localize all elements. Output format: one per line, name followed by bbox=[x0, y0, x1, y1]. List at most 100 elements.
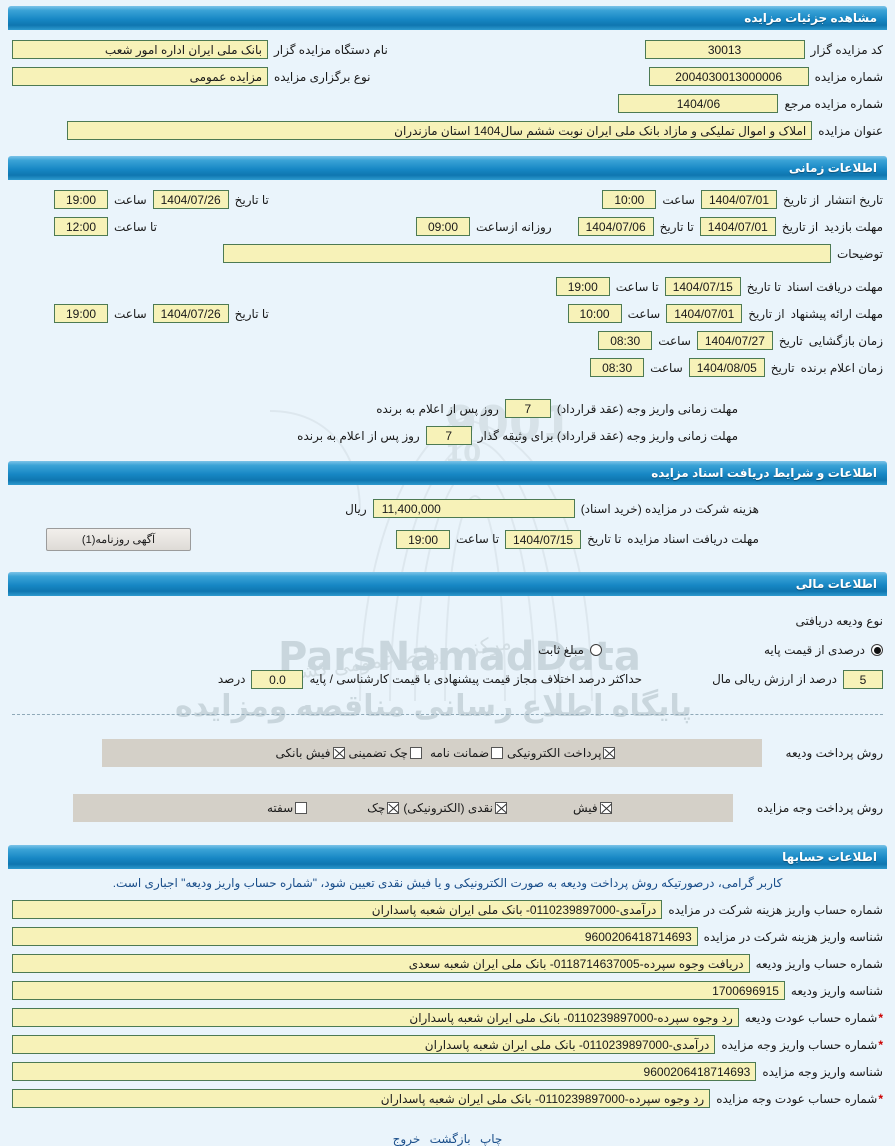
field-proposal-from-time[interactable]: 10:00 bbox=[567, 304, 622, 323]
row-percent-value: 5 درصد از ارزش ریالی مال حداکثر درصد اخت… bbox=[12, 664, 883, 694]
details-rows: کد مزایده گزار 30013 نام دستگاه مزایده گ… bbox=[0, 30, 895, 150]
field-winner-time[interactable]: 08:30 bbox=[590, 358, 645, 377]
option-promissory-note[interactable]: سفته bbox=[267, 801, 308, 815]
field-opening-time[interactable]: 08:30 bbox=[598, 331, 653, 350]
field-holding-type[interactable]: مزایده عمومی bbox=[12, 67, 268, 86]
field-publish-from-time[interactable]: 10:00 bbox=[602, 190, 657, 209]
row-payment-deadline-collateral: مهلت زمانی واریز وجه (عقد قرارداد) برای … bbox=[12, 422, 883, 449]
label-auction-code: کد مزایده گزار bbox=[810, 42, 883, 57]
option-bank-receipt[interactable]: فیش بانکی bbox=[276, 746, 345, 760]
checkbox-receipt[interactable] bbox=[599, 802, 612, 814]
option-electronic-payment[interactable]: پرداخت الکترونیکی bbox=[507, 746, 616, 760]
section-title-financial-info: اطلاعات مالی bbox=[795, 577, 877, 591]
label-currency: ریال bbox=[345, 501, 367, 516]
label-opening-time: زمان بازگشایی bbox=[808, 333, 883, 348]
back-link[interactable]: بازگشت bbox=[429, 1132, 471, 1146]
field-visit-to-time[interactable]: 12:00 bbox=[54, 217, 108, 236]
field-account-deposit[interactable]: دریافت وجوه سپرده-0118714637005- بانک مل… bbox=[12, 954, 750, 973]
field-account-auction-payment[interactable]: درآمدی-0110239897000- بانک ملی ایران شعب… bbox=[12, 1035, 716, 1054]
row-visit-deadline: مهلت بازدید از تاریخ 1404/07/01 تا تاریخ… bbox=[12, 213, 883, 240]
field-publish-to-time[interactable]: 19:00 bbox=[54, 190, 108, 209]
checkbox-guaranteed-check[interactable] bbox=[409, 747, 422, 759]
label-guarantee-letter: ضمانت نامه bbox=[429, 746, 490, 760]
field-auction-code[interactable]: 30013 bbox=[644, 40, 805, 59]
label-guaranteed-check: چک تضمینی bbox=[348, 746, 408, 760]
field-proposal-to-date[interactable]: 1404/07/26 bbox=[152, 304, 229, 323]
exit-link[interactable]: خروج bbox=[392, 1132, 421, 1146]
label-reference-number: شماره مزایده مرجع bbox=[784, 96, 883, 111]
checkbox-guarantee-letter[interactable] bbox=[491, 747, 504, 759]
field-publish-to-date[interactable]: 1404/07/26 bbox=[152, 190, 229, 209]
field-doc-receive-time[interactable]: 19:00 bbox=[555, 277, 610, 296]
option-receipt[interactable]: فیش bbox=[573, 801, 612, 815]
field-account-auction-return[interactable]: رد وجوه سپرده-0110239897000- بانک ملی ای… bbox=[12, 1089, 711, 1108]
field-docs-deadline-date[interactable]: 1404/07/15 bbox=[505, 529, 582, 549]
checkbox-check[interactable] bbox=[387, 802, 400, 814]
row-deposit-type: نوع ودیعه دریافتی bbox=[12, 606, 883, 636]
field-description[interactable] bbox=[222, 244, 831, 263]
checkbox-cash-electronic[interactable] bbox=[494, 802, 507, 814]
label-docs-deadline: مهلت دریافت اسناد مزایده bbox=[627, 532, 759, 546]
field-auction-number[interactable]: 2004030013000006 bbox=[648, 67, 809, 86]
field-visit-from-date[interactable]: 1404/07/01 bbox=[699, 217, 776, 236]
checkbox-electronic-payment[interactable] bbox=[603, 747, 616, 759]
financial-divider bbox=[12, 714, 883, 715]
field-payment-deadline-collateral-days[interactable]: 7 bbox=[425, 426, 472, 445]
field-percent-value[interactable]: 5 bbox=[843, 669, 883, 689]
field-proposal-to-time[interactable]: 19:00 bbox=[54, 304, 108, 323]
label-doc-receive-deadline: مهلت دریافت اسناد bbox=[786, 279, 883, 294]
label-auction-title: عنوان مزایده bbox=[818, 123, 883, 138]
field-winner-date[interactable]: 1404/08/05 bbox=[688, 358, 765, 377]
row-shenase-deposit: شناسه واریز ودیعه 1700696915 bbox=[12, 977, 883, 1004]
section-header-details: مشاهده جزئیات مزایده bbox=[8, 6, 887, 30]
label-holding-type: نوع برگزاری مزایده bbox=[274, 69, 371, 84]
label-account-auction-return: شماره حساب عودت وجه مزایده bbox=[716, 1092, 883, 1106]
label-publish-to: تا تاریخ bbox=[234, 192, 269, 207]
field-proposal-from-date[interactable]: 1404/07/01 bbox=[666, 304, 743, 323]
label-description: توضیحات bbox=[836, 246, 883, 261]
field-opening-date[interactable]: 1404/07/27 bbox=[696, 331, 773, 350]
radio-percent-of-base-price[interactable] bbox=[871, 644, 883, 656]
field-auction-title[interactable]: املاک و اموال تملیکی و مازاد بانک ملی ای… bbox=[67, 121, 813, 140]
field-reference-number[interactable]: 1404/06 bbox=[618, 94, 779, 113]
docs-info-rows: هزینه شرکت در مزایده (خرید اسناد) 11,400… bbox=[0, 485, 895, 566]
field-publish-from-date[interactable]: 1404/07/01 bbox=[700, 190, 777, 209]
option-guarantee-letter[interactable]: ضمانت نامه bbox=[429, 746, 504, 760]
field-max-price-diff[interactable]: 0.0 bbox=[251, 669, 304, 689]
accounts-rows: شماره حساب واریز هزینه شرکت در مزایده در… bbox=[0, 896, 895, 1112]
field-docs-deadline-time[interactable]: 19:00 bbox=[396, 529, 451, 549]
label-deposit-payment-method: روش پرداخت ودیعه bbox=[785, 746, 883, 760]
option-cash-electronic[interactable]: نقدی (الکترونیکی) bbox=[403, 801, 507, 815]
option-check[interactable]: چک bbox=[367, 801, 400, 815]
checkbox-bank-receipt[interactable] bbox=[332, 747, 345, 759]
field-doc-receive-date[interactable]: 1404/07/15 bbox=[664, 277, 741, 296]
label-auction-payment-method: روش پرداخت وجه مزایده bbox=[756, 801, 883, 815]
label-publish-date: تاریخ انتشار bbox=[825, 192, 883, 207]
label-doc-receive-to: تا تاریخ bbox=[746, 279, 781, 294]
field-account-participation-cost[interactable]: درآمدی-0110239897000- بانک ملی ایران شعب… bbox=[12, 900, 663, 919]
field-payment-deadline-days[interactable]: 7 bbox=[504, 399, 551, 418]
row-deposit-payment-method: روش پرداخت ودیعه پرداخت الکترونیکی ضمانت… bbox=[12, 733, 883, 773]
accounts-notice-text: کاربر گرامی، درصورتیکه روش پرداخت ودیعه … bbox=[112, 876, 783, 890]
row-auction-code: کد مزایده گزار 30013 نام دستگاه مزایده گ… bbox=[12, 36, 883, 63]
print-link[interactable]: چاپ bbox=[479, 1132, 503, 1146]
field-shenase-auction-payment[interactable]: 9600206418714693 bbox=[12, 1062, 757, 1081]
field-account-deposit-return[interactable]: رد وجوه سپرده-0110239897000- بانک ملی ای… bbox=[12, 1008, 739, 1027]
field-shenase-participation-cost[interactable]: 9600206418714693 bbox=[12, 927, 698, 946]
label-doc-receive-until: تا ساعت bbox=[615, 279, 659, 294]
auction-details-page: مشاهده جزئیات مزایده کد مزایده گزار 3001… bbox=[0, 6, 895, 1146]
label-cash-electronic: نقدی (الکترونیکی) bbox=[403, 801, 493, 815]
field-visit-from-time[interactable]: 09:00 bbox=[416, 217, 470, 236]
checkbox-promissory-note[interactable] bbox=[295, 802, 308, 814]
field-shenase-deposit[interactable]: 1700696915 bbox=[12, 981, 785, 1000]
label-auction-number: شماره مزایده bbox=[814, 69, 883, 84]
field-participation-cost[interactable]: 11,400,000 bbox=[372, 499, 575, 518]
newspaper-ad-button[interactable]: آگهی روزنامه(1) bbox=[46, 527, 191, 551]
field-auction-org[interactable]: بانک ملی ایران اداره امور شعب bbox=[12, 40, 268, 59]
field-visit-to-date[interactable]: 1404/07/06 bbox=[577, 217, 654, 236]
option-guaranteed-check[interactable]: چک تضمینی bbox=[349, 746, 422, 760]
row-account-deposit-return: شماره حساب عودت وديعه رد وجوه سپرده-0110… bbox=[12, 1004, 883, 1031]
label-visit-to: تا تاریخ bbox=[659, 219, 694, 234]
label-electronic-payment: پرداخت الکترونیکی bbox=[507, 746, 602, 760]
radio-fixed-amount[interactable] bbox=[590, 644, 602, 656]
